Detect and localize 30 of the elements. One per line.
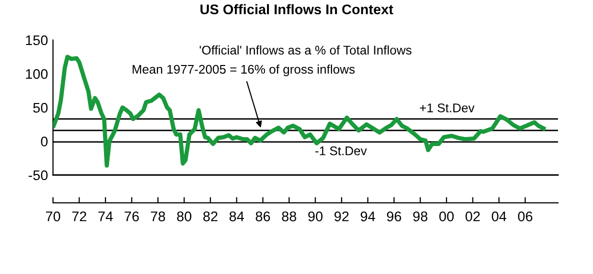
x-tick-label: 90 — [308, 211, 323, 222]
x-tick-label: 00 — [439, 211, 454, 222]
x-tick-label: 84 — [230, 211, 244, 222]
y-tick-label: 150 — [26, 35, 48, 46]
x-tick-label: 86 — [256, 211, 270, 222]
y-tick-label: -50 — [28, 170, 48, 180]
x-tick-label: 72 — [72, 211, 86, 222]
x-tick-label: 78 — [150, 211, 166, 222]
x-tick-label: 82 — [203, 211, 218, 222]
ref-line-label: -1 St.Dev — [315, 146, 367, 156]
x-tick-label: 94 — [360, 211, 376, 222]
x-tick-label: 80 — [177, 211, 192, 222]
ref-line-label: +1 St.Dev — [420, 103, 474, 112]
line-series — [53, 54, 546, 168]
annotation: 'Official' Inflows as a % of Total Inflows — [200, 45, 412, 55]
x-tick-label: 04 — [492, 211, 506, 222]
x-tick-label: 88 — [282, 211, 296, 222]
x-tick-label: 70 — [46, 211, 60, 222]
x-tick-label: 76 — [124, 211, 139, 222]
x-tick-label: 96 — [386, 211, 402, 222]
chart-title: US Official Inflows In Context — [200, 4, 394, 14]
x-tick-label: 06 — [518, 211, 532, 222]
x-tick-label: 02 — [466, 211, 480, 222]
x-tick-label: 98 — [413, 211, 428, 222]
annotation: Mean 1977-2005 = 16% of gross inflows — [132, 64, 355, 76]
y-tick-label: 100 — [26, 69, 48, 79]
x-tick-label: 92 — [334, 211, 349, 222]
x-tick-label: 74 — [98, 212, 113, 222]
y-tick-label: 50 — [33, 102, 48, 113]
y-tick-label: 0 — [40, 136, 48, 146]
